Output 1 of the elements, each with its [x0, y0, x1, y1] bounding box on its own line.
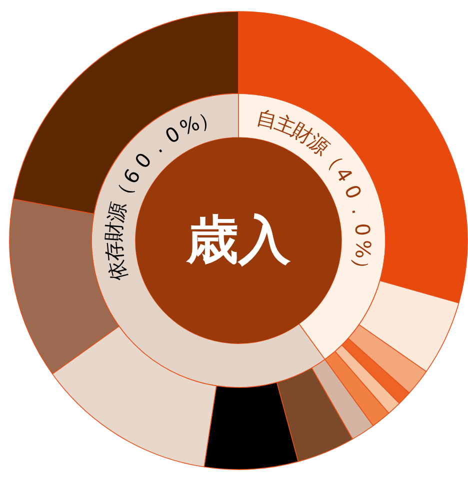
- text: 歳入: [186, 210, 292, 270]
